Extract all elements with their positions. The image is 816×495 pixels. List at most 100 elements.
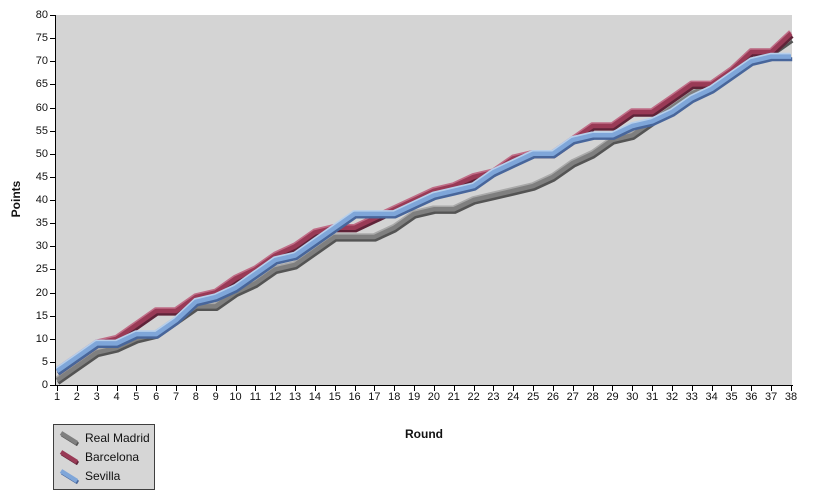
- y-tick-mark: [50, 223, 55, 225]
- y-tick-label: 25: [35, 263, 48, 276]
- x-tick-mark: [533, 386, 535, 391]
- x-tick-mark: [652, 386, 654, 391]
- y-tick-label: 15: [35, 309, 48, 322]
- x-tick-mark: [414, 386, 416, 391]
- x-tick-mark: [493, 386, 495, 391]
- x-tick-label: 15: [328, 391, 341, 403]
- legend-item-real-madrid: Real Madrid: [58, 428, 150, 447]
- x-tick-label: 19: [407, 391, 421, 403]
- series-line-sevilla: [55, 54, 791, 373]
- x-tick-mark: [57, 386, 58, 391]
- legend: Real Madrid Barcelona Sevilla: [53, 424, 155, 490]
- y-tick-mark: [50, 15, 55, 16]
- legend-label: Barcelona: [85, 449, 140, 464]
- x-tick-label: 2: [73, 391, 80, 403]
- x-tick-mark: [215, 386, 217, 391]
- x-tick-mark: [195, 386, 197, 391]
- x-tick-label: 11: [249, 391, 262, 403]
- x-tick-mark: [76, 386, 78, 391]
- legend-label: Real Madrid: [85, 430, 150, 445]
- x-tick-label: 27: [566, 391, 579, 403]
- y-tick-mark: [50, 315, 55, 317]
- x-tick-label: 34: [705, 391, 718, 403]
- x-tick-label: 13: [288, 391, 302, 403]
- y-tick-label: 30: [35, 240, 48, 253]
- y-axis-line: [55, 15, 56, 386]
- y-tick-label: 5: [41, 355, 48, 368]
- y-tick-mark: [50, 361, 55, 363]
- x-tick-label: 10: [229, 391, 242, 403]
- x-tick-mark: [255, 386, 257, 391]
- x-tick-label: 4: [113, 391, 120, 403]
- y-tick-mark: [50, 61, 55, 63]
- x-tick-mark: [513, 386, 515, 391]
- x-tick-label: 24: [507, 391, 520, 403]
- y-tick-mark: [50, 269, 55, 271]
- real-madrid-line-swatch: [59, 430, 80, 446]
- legend-item-sevilla: Sevilla: [58, 466, 150, 485]
- series-line-barcelona: [55, 31, 793, 373]
- x-tick-label: 35: [725, 391, 738, 403]
- x-axis-title: Round: [405, 427, 443, 441]
- y-axis-title: Points: [9, 180, 23, 218]
- x-tick-label: 14: [308, 391, 322, 403]
- x-tick-mark: [711, 386, 713, 391]
- x-tick-mark: [275, 386, 277, 391]
- x-tick-label: 16: [348, 391, 361, 403]
- x-tick-mark: [632, 386, 634, 391]
- barcelona-line-swatch: [59, 449, 80, 465]
- x-tick-label: 25: [526, 391, 540, 403]
- y-tick-mark: [50, 246, 55, 248]
- y-tick-label: 65: [35, 78, 48, 91]
- x-tick-mark: [771, 386, 773, 391]
- x-tick-mark: [176, 386, 178, 391]
- x-tick-label: 29: [606, 391, 619, 403]
- x-tick-label: 21: [447, 391, 460, 403]
- y-tick-label: 55: [35, 124, 48, 137]
- y-tick-label: 35: [35, 217, 48, 230]
- x-tick-label: 3: [93, 391, 100, 403]
- x-tick-mark: [354, 386, 356, 391]
- x-tick-label: 30: [626, 391, 639, 403]
- x-tick-label: 32: [665, 391, 679, 403]
- x-tick-label: 26: [546, 391, 560, 403]
- x-tick-label: 18: [388, 391, 401, 403]
- x-tick-label: 17: [368, 391, 381, 403]
- x-tick-mark: [473, 386, 475, 391]
- x-tick-mark: [612, 386, 614, 391]
- series-lines: [55, 30, 794, 385]
- x-tick-mark: [156, 386, 158, 391]
- legend-label: Sevilla: [85, 468, 121, 483]
- y-tick-mark: [50, 38, 55, 40]
- x-tick-label: 38: [784, 391, 798, 403]
- y-tick-label: 60: [35, 101, 48, 114]
- x-tick-mark: [691, 386, 693, 391]
- x-tick-mark: [96, 386, 98, 391]
- x-tick-mark: [751, 386, 753, 391]
- y-tick-mark: [50, 176, 55, 178]
- x-tick-label: 23: [487, 391, 500, 403]
- y-tick-label: 10: [35, 332, 48, 345]
- y-tick-mark: [50, 292, 55, 294]
- y-tick-label: 0: [41, 379, 48, 391]
- x-tick-label: 12: [269, 391, 282, 403]
- y-tick-label: 40: [35, 194, 48, 206]
- x-tick-label: 8: [192, 391, 199, 403]
- x-tick-label: 33: [685, 391, 698, 403]
- y-tick-mark: [50, 107, 55, 109]
- x-tick-mark: [731, 386, 733, 391]
- x-tick-label: 20: [427, 391, 441, 403]
- x-tick-mark: [334, 386, 336, 391]
- x-tick-label: 6: [153, 391, 160, 403]
- x-tick-label: 7: [172, 391, 180, 403]
- x-tick-label: 22: [467, 391, 480, 403]
- y-tick-mark: [50, 84, 55, 86]
- x-tick-label: 9: [212, 391, 219, 403]
- y-tick-label: 50: [35, 147, 48, 160]
- x-tick-mark: [453, 386, 455, 391]
- y-tick-mark: [50, 153, 55, 155]
- y-tick-label: 70: [35, 55, 48, 68]
- x-axis-line: [55, 385, 793, 386]
- x-tick-mark: [235, 386, 237, 391]
